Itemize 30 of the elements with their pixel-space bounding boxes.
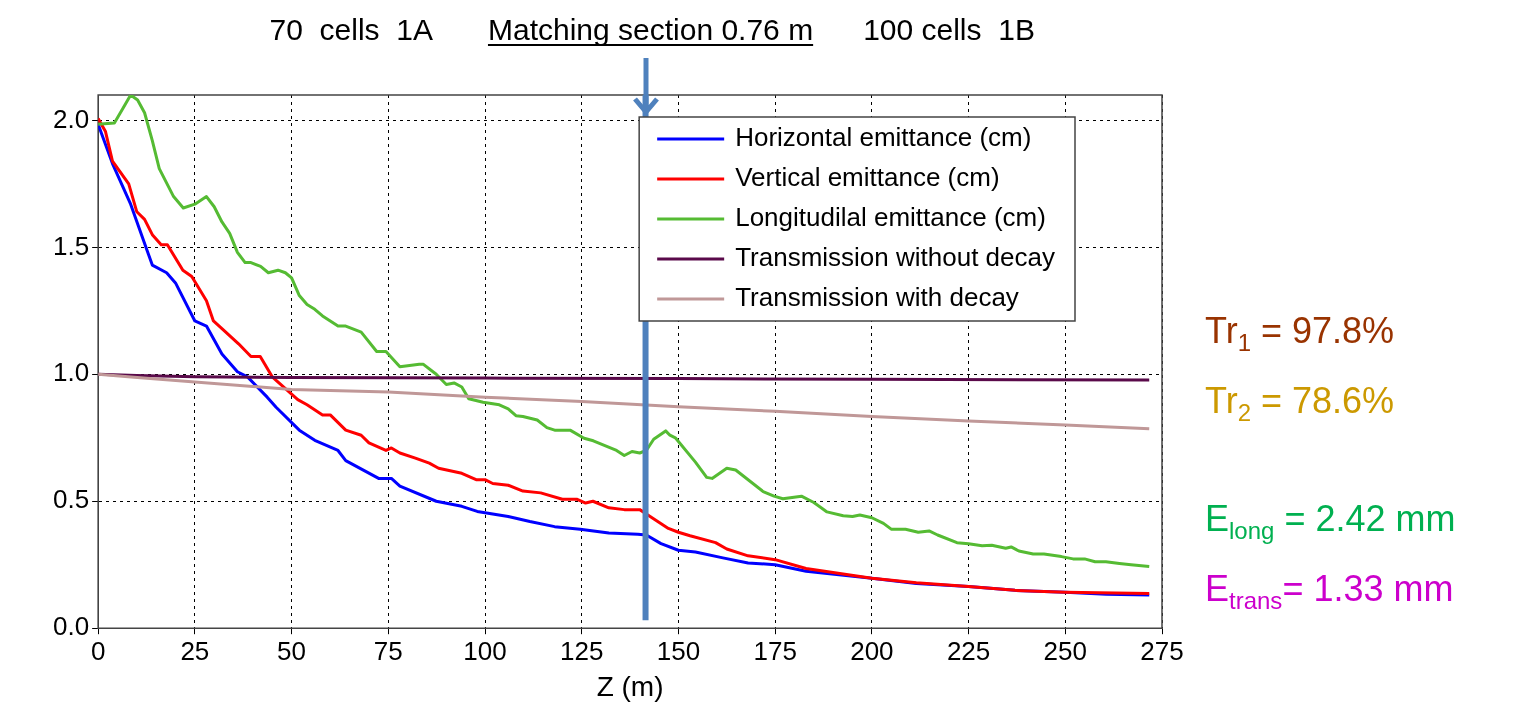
text: E$_{long}$ = 2.42 mm <box>1205 498 1456 546</box>
legend-label: Transmission with decay <box>735 282 1019 313</box>
legend-label: Horizontal emittance (cm) <box>735 122 1032 153</box>
x-tick-label: 275 <box>1140 635 1184 666</box>
legend-label: Longitudilal emittance (cm) <box>735 202 1046 233</box>
y-tick-label: 0.0 <box>52 611 90 642</box>
text: 70 cells 1A <box>269 13 433 46</box>
x-tick-label: 50 <box>277 635 307 666</box>
x-tick-label: 175 <box>753 635 797 666</box>
x-tick-label: 225 <box>946 635 991 666</box>
x-axis-title: Z (m) <box>596 670 664 702</box>
legend-label: Transmission without decay <box>735 242 1056 273</box>
x-tick-label: 150 <box>656 635 701 666</box>
y-tick-label: 1.5 <box>52 230 90 261</box>
x-tick-label: 25 <box>180 635 210 666</box>
y-tick-label: 2.0 <box>52 103 90 134</box>
text: E$_{trans}$= 1.33 mm <box>1205 568 1454 616</box>
y-tick-label: 0.5 <box>52 484 90 515</box>
x-tick-label: 75 <box>373 635 403 666</box>
x-tick-label: 125 <box>560 635 604 666</box>
text: Tr$_{1}$ = 97.8% <box>1205 310 1395 358</box>
x-tick-label: 200 <box>850 635 894 666</box>
text: 100 cells 1B <box>863 13 1035 46</box>
x-tick-label: 250 <box>1043 635 1087 666</box>
x-tick-label: 0 <box>90 635 106 666</box>
x-tick-label: 100 <box>463 635 507 666</box>
ref-line-label: Matching section 0.76 m <box>487 13 814 46</box>
text: Tr$_{2}$ = 78.6% <box>1205 380 1395 428</box>
legend-label: Vertical emittance (cm) <box>735 162 1000 193</box>
y-tick-label: 1.0 <box>52 357 90 388</box>
